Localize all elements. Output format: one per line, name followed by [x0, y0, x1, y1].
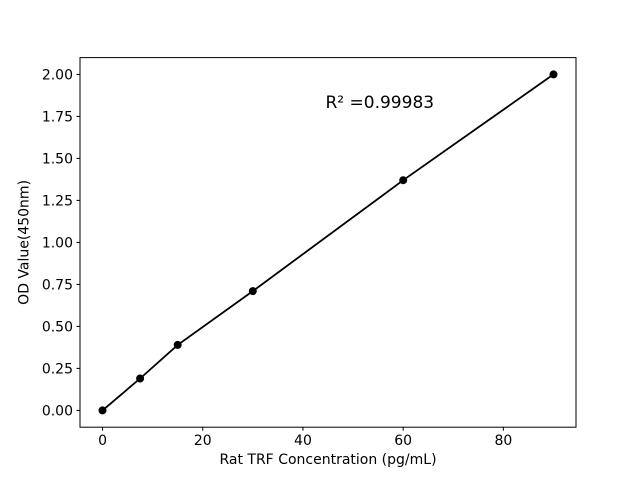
- y-tick-label: 0.50: [42, 319, 73, 335]
- x-tick-label: 20: [194, 433, 212, 449]
- x-axis-ticks: 0 20 40 60 80: [98, 427, 512, 449]
- y-tick-label: 0.00: [42, 403, 73, 419]
- plot-area: [79, 57, 577, 428]
- y-axis-label: OD Value(450nm): [17, 180, 33, 305]
- y-tick-label: 1.50: [42, 151, 73, 167]
- data-point: [248, 287, 257, 296]
- x-tick-label: 40: [294, 433, 312, 449]
- y-tick-label: 1.00: [42, 235, 73, 251]
- data-point: [173, 340, 182, 349]
- y-tick-label: 1.25: [42, 193, 73, 209]
- x-axis-label: Rat TRF Concentration (pg/mL): [219, 452, 436, 468]
- data-point: [399, 176, 408, 185]
- y-tick-label: 0.75: [42, 277, 73, 293]
- data-point: [136, 374, 145, 383]
- data-point: [549, 70, 558, 79]
- x-tick-label: 60: [394, 433, 412, 449]
- data-series: [98, 70, 558, 415]
- data-point: [98, 406, 107, 415]
- x-tick-label: 0: [98, 433, 107, 449]
- y-tick-label: 2.00: [42, 67, 73, 83]
- y-axis-ticks: 0.00 0.25 0.50 0.75 1.00 1.25 1.50 1.75 2.00: [42, 67, 80, 419]
- r-squared-annotation: R² =0.99983: [326, 93, 435, 113]
- y-tick-label: 1.75: [42, 109, 73, 125]
- x-tick-label: 80: [494, 433, 512, 449]
- y-tick-label: 0.25: [42, 361, 73, 377]
- fit-line: [101, 73, 555, 412]
